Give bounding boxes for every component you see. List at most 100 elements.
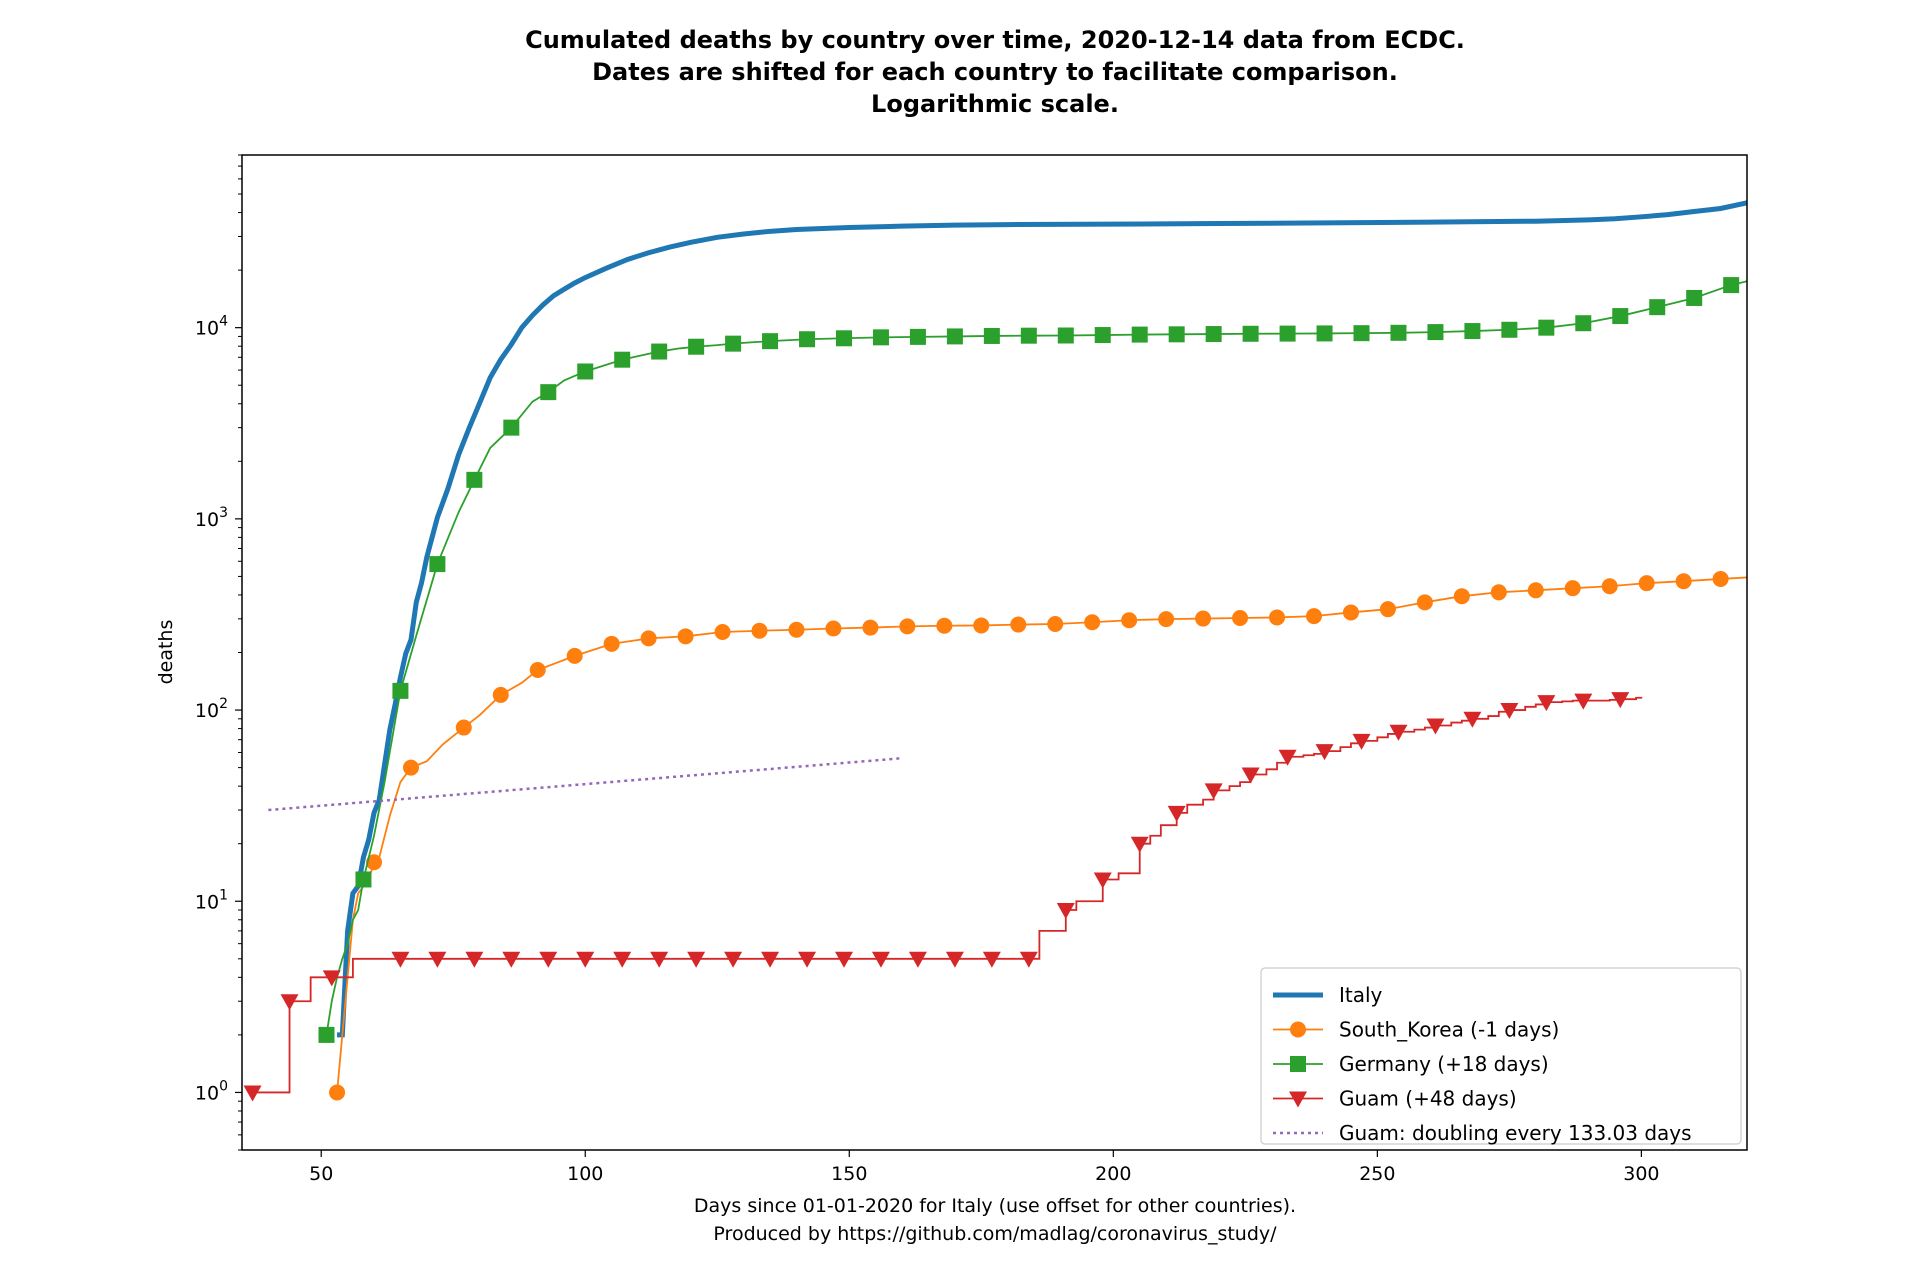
series-germany-18-days xyxy=(318,277,1747,1043)
data-point xyxy=(1232,610,1249,627)
legend-box xyxy=(1260,967,1742,1145)
data-point xyxy=(1204,783,1223,800)
y-tick-exponent: 2 xyxy=(219,696,228,712)
x-tick-label: 50 xyxy=(309,1163,333,1185)
data-point xyxy=(1427,324,1444,341)
data-point xyxy=(688,338,705,355)
data-point xyxy=(1315,744,1334,761)
series-line xyxy=(325,280,1747,1036)
data-point xyxy=(540,384,557,401)
legend: Italy South_Korea (-1 days) Germany (+18 d… xyxy=(1260,967,1742,1145)
data-point xyxy=(946,328,963,345)
y-tick-label: 102 xyxy=(195,696,228,722)
data-point xyxy=(1712,570,1729,587)
data-point xyxy=(1195,610,1212,627)
data-point xyxy=(1389,724,1408,741)
chart-title-line-3: Logarithmic scale. xyxy=(871,90,1119,118)
legend-item: Italy xyxy=(1273,983,1383,1007)
data-point xyxy=(724,951,743,968)
y-tick-base: 10 xyxy=(195,891,219,913)
data-point xyxy=(983,327,1000,344)
y-tick-base: 10 xyxy=(195,318,219,340)
data-point xyxy=(1094,327,1111,344)
data-point xyxy=(836,330,852,347)
x-tick-label: 200 xyxy=(1095,1163,1131,1185)
data-point xyxy=(402,759,419,776)
data-point xyxy=(1426,718,1445,735)
data-point xyxy=(1241,767,1260,784)
series-layer xyxy=(243,200,1747,1102)
data-point xyxy=(982,951,1001,968)
series-line xyxy=(337,200,1747,1038)
legend-marker xyxy=(1289,1091,1307,1108)
data-point xyxy=(1649,299,1666,316)
data-point xyxy=(576,951,595,968)
data-point xyxy=(945,951,964,968)
data-point xyxy=(502,951,521,968)
data-point xyxy=(429,556,446,573)
legend-label: Germany (+18 days) xyxy=(1339,1052,1549,1076)
data-point xyxy=(577,363,594,380)
legend-marker xyxy=(1290,1056,1306,1072)
chart-title-line-1: Cumulated deaths by country over time, 2… xyxy=(525,26,1465,54)
data-point xyxy=(761,951,780,968)
data-point xyxy=(391,951,410,968)
data-point xyxy=(1056,902,1075,919)
data-point xyxy=(1564,580,1581,597)
chart-title: Cumulated deaths by country over time, 2… xyxy=(525,26,1465,118)
data-point xyxy=(329,1084,346,1101)
data-point xyxy=(677,628,694,645)
data-point xyxy=(1057,327,1074,344)
y-tick-base: 10 xyxy=(195,509,219,531)
data-point xyxy=(603,635,620,652)
data-point xyxy=(1574,693,1593,710)
data-point xyxy=(714,624,731,641)
y-tick-label: 104 xyxy=(195,314,228,340)
data-point xyxy=(280,994,299,1011)
data-point xyxy=(788,621,805,638)
data-point xyxy=(1463,711,1482,728)
legend-label: Guam: doubling every 133.03 days xyxy=(1339,1121,1692,1145)
data-point xyxy=(1205,326,1222,343)
legend-marker xyxy=(1290,1021,1306,1038)
data-point xyxy=(466,471,483,488)
x-tick-label: 100 xyxy=(567,1163,603,1185)
legend-label: South_Korea (-1 days) xyxy=(1339,1018,1559,1042)
data-point xyxy=(687,951,706,968)
data-point xyxy=(1242,325,1259,342)
data-point xyxy=(1047,615,1064,632)
x-axis: 50 100 150 200 250 300 xyxy=(309,1150,1660,1185)
data-point xyxy=(1010,616,1027,633)
x-axis-label-line-1: Days since 01-01-2020 for Italy (use off… xyxy=(694,1195,1296,1217)
data-point xyxy=(1158,611,1175,628)
data-point xyxy=(909,328,926,345)
legend-item: Guam: doubling every 133.03 days xyxy=(1273,1121,1692,1145)
data-point xyxy=(871,951,890,968)
data-point xyxy=(428,951,447,968)
legend-label: Guam (+48 days) xyxy=(1339,1087,1517,1111)
data-point xyxy=(1675,573,1692,590)
data-point xyxy=(1279,325,1296,342)
data-point xyxy=(1084,614,1101,631)
data-point xyxy=(1538,319,1555,336)
data-point xyxy=(1464,323,1481,340)
y-tick-label: 103 xyxy=(195,505,228,531)
data-point xyxy=(908,951,927,968)
data-point xyxy=(1167,805,1186,822)
data-point xyxy=(862,619,879,636)
data-point xyxy=(1353,325,1370,342)
data-point xyxy=(1453,588,1470,605)
data-point xyxy=(1269,609,1286,626)
data-point xyxy=(318,1026,335,1043)
data-point xyxy=(1130,836,1149,853)
y-tick-label: 100 xyxy=(195,1078,228,1104)
data-point xyxy=(762,333,779,350)
series-line xyxy=(268,756,903,812)
data-point xyxy=(529,661,546,678)
series-south-korea-1-days xyxy=(329,570,1747,1101)
y-tick-exponent: 3 xyxy=(219,505,228,521)
data-point xyxy=(366,854,383,871)
data-point xyxy=(322,970,341,987)
